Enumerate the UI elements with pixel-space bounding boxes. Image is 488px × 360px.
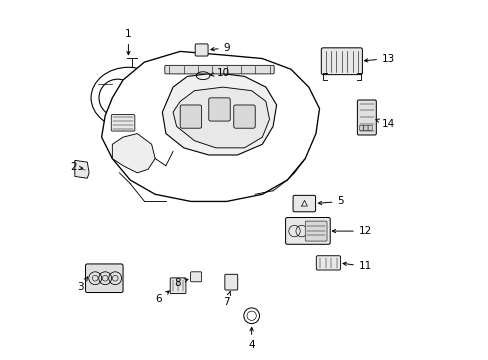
- FancyBboxPatch shape: [359, 125, 363, 130]
- FancyBboxPatch shape: [316, 256, 340, 270]
- Text: 12: 12: [332, 226, 371, 236]
- Text: 5: 5: [318, 197, 343, 206]
- Text: 9: 9: [210, 43, 230, 53]
- FancyBboxPatch shape: [164, 65, 274, 74]
- Text: 14: 14: [375, 118, 394, 129]
- PathPatch shape: [75, 160, 89, 178]
- Text: 2: 2: [70, 162, 82, 172]
- FancyBboxPatch shape: [363, 125, 367, 130]
- Text: 3: 3: [77, 277, 87, 292]
- PathPatch shape: [102, 51, 319, 202]
- FancyBboxPatch shape: [195, 44, 207, 56]
- FancyBboxPatch shape: [224, 274, 237, 290]
- FancyBboxPatch shape: [180, 105, 201, 128]
- FancyBboxPatch shape: [208, 98, 230, 121]
- Text: 7: 7: [223, 292, 230, 307]
- Text: 11: 11: [342, 261, 371, 271]
- FancyBboxPatch shape: [321, 48, 362, 75]
- Text: 8: 8: [174, 278, 187, 288]
- PathPatch shape: [162, 73, 276, 155]
- PathPatch shape: [112, 134, 155, 173]
- Text: 6: 6: [155, 291, 169, 304]
- Text: 4: 4: [248, 328, 254, 350]
- FancyBboxPatch shape: [357, 100, 376, 135]
- FancyBboxPatch shape: [305, 221, 326, 241]
- Text: 1: 1: [125, 29, 131, 55]
- FancyBboxPatch shape: [170, 278, 185, 294]
- FancyBboxPatch shape: [85, 264, 123, 293]
- Text: 13: 13: [364, 54, 394, 64]
- Text: 10: 10: [210, 68, 230, 78]
- FancyBboxPatch shape: [233, 105, 255, 128]
- FancyBboxPatch shape: [292, 195, 315, 212]
- FancyBboxPatch shape: [111, 114, 135, 131]
- FancyBboxPatch shape: [190, 272, 201, 282]
- FancyBboxPatch shape: [367, 125, 372, 130]
- PathPatch shape: [173, 87, 269, 148]
- FancyBboxPatch shape: [285, 217, 329, 244]
